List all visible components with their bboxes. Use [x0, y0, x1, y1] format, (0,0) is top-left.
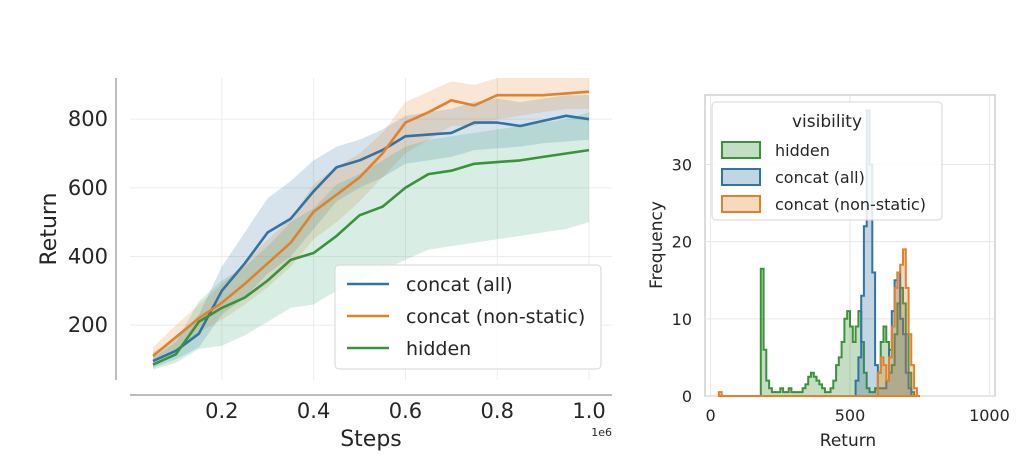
y-tick-label: 800	[68, 107, 108, 131]
legend-label-concat-all: concat (all)	[775, 168, 865, 187]
legend-label-hidden: hidden	[775, 141, 830, 160]
x-tick-label: 0.8	[481, 399, 514, 423]
legend-swatch-hidden	[721, 141, 761, 159]
legend-title: visibility	[792, 112, 862, 132]
histogram-legend: visibility hidden concat (all) concat (non-…	[711, 101, 943, 221]
legend-box	[334, 264, 602, 370]
x-tick-label: 0	[705, 406, 715, 425]
y-tick-label: 0	[682, 387, 692, 406]
hidden-histogram	[718, 267, 920, 397]
line-chart-x-ticks: 0.2 0.4 0.6 0.8 1.0	[205, 399, 606, 423]
x-tick-label: 0.4	[297, 399, 330, 423]
y-tick-label: 600	[68, 176, 108, 200]
legend-label-concat-all: concat (all)	[406, 274, 513, 296]
y-tick-label: 200	[68, 313, 108, 337]
line-chart: 0.2 0.4 0.6 0.8 1.0 200 400 600 800 Steps Retur…	[37, 78, 612, 452]
line-chart-y-axis-label: Return	[37, 192, 62, 265]
legend-label-concat-non-static: concat (non-static)	[775, 195, 926, 214]
histogram-y-ticks: 0 10 20 30	[672, 155, 692, 406]
x-tick-label: 1000	[969, 406, 1010, 425]
line-chart-x-axis-label: Steps	[340, 427, 402, 452]
histogram-y-axis-label: Frequency	[647, 201, 667, 289]
x-tick-label: 0.6	[389, 399, 422, 423]
concat-all-line	[152, 114, 590, 363]
line-chart-legend: concat (all) concat (non-static) hidden	[334, 264, 602, 370]
histogram-chart: 0 500 1000 0 10 20 30 Return Frequency visibi…	[647, 94, 1010, 451]
legend-label-concat-non-static: concat (non-static)	[406, 306, 585, 328]
concat-all-confidence-band	[153, 95, 589, 368]
legend-box	[711, 101, 943, 221]
x-tick-label: 500	[835, 406, 866, 425]
legend-label-hidden: hidden	[406, 338, 471, 360]
x-tick-label: 1.0	[572, 399, 605, 423]
x-tick-label: 0.2	[205, 399, 238, 423]
hidden-line	[152, 148, 590, 366]
legend-swatch-concat-all	[721, 168, 761, 186]
y-tick-label: 30	[672, 155, 692, 174]
y-tick-label: 400	[68, 244, 108, 268]
concat-non-static-histogram	[717, 248, 920, 397]
hidden-confidence-band	[153, 112, 589, 370]
legend-swatch-concat-non-static	[721, 195, 761, 213]
histogram-x-axis-label: Return	[820, 431, 876, 451]
y-tick-label: 10	[672, 310, 692, 329]
concat-non-static-line	[152, 90, 590, 358]
line-chart-x-offset-label: 1e6	[591, 426, 612, 439]
line-chart-lines	[152, 90, 590, 366]
y-tick-label: 20	[672, 233, 692, 252]
line-chart-y-ticks: 200 400 600 800	[68, 107, 108, 337]
line-chart-bands	[153, 78, 589, 370]
histogram-x-ticks: 0 500 1000	[705, 406, 1009, 425]
concat-non-static-confidence-band	[153, 78, 589, 363]
